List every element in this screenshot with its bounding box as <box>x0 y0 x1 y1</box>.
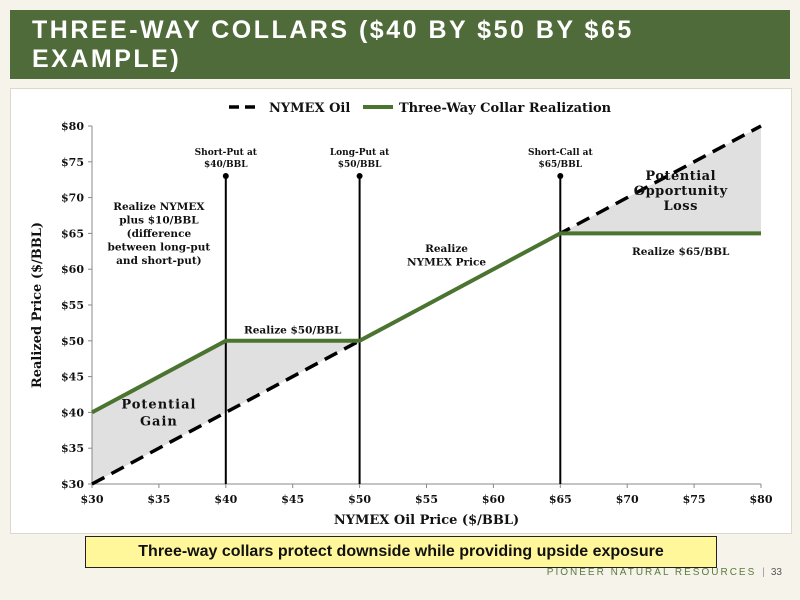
annotation-text: Loss <box>663 199 697 214</box>
strike-label: $50/BBL <box>338 160 382 170</box>
annotation-text: Potential <box>121 397 196 412</box>
strike-label: Short-Call at <box>528 148 593 158</box>
annotation-text: Realize $50/BBL <box>244 325 342 337</box>
legend-label-collar: Three-Way Collar Realization <box>399 101 612 116</box>
title-bar: THREE-WAY COLLARS ($40 BY $50 BY $65 EXA… <box>10 10 790 79</box>
x-axis-title: NYMEX Oil Price ($/BBL) <box>334 513 519 528</box>
chart-container: $30 $35 $40 $45 $50 $55 $60 $65 $70 $75 $80 $30 $35 $… <box>10 88 792 534</box>
annotation-text: (difference <box>127 228 192 240</box>
y-tick-label: $55 <box>61 299 84 312</box>
y-tick-label: $35 <box>61 442 84 455</box>
x-tick-label: $40 <box>214 493 237 506</box>
annotation-text: Opportunity <box>634 184 728 199</box>
x-tick-label: $75 <box>683 493 706 506</box>
x-tick-label: $80 <box>750 493 773 506</box>
y-axis-title: Realized Price ($/BBL) <box>30 222 45 388</box>
annotation-text: and short-put) <box>116 255 202 267</box>
company-name: PIONEER NATURAL RESOURCES <box>546 567 757 578</box>
x-tick-label: $70 <box>616 493 639 506</box>
annotation-text: Realize $65/BBL <box>632 246 730 258</box>
strike-marker-65 <box>557 173 564 179</box>
strike-label: Long-Put at <box>330 148 390 158</box>
annotation-text: Realize <box>425 243 468 255</box>
y-tick-label: $50 <box>61 335 84 348</box>
legend-label-nymex: NYMEX Oil <box>269 101 350 116</box>
x-tick-label: $55 <box>415 493 438 506</box>
strike-marker-50 <box>356 173 363 179</box>
footer-separator: | <box>762 567 765 578</box>
strike-label: $65/BBL <box>538 160 582 170</box>
x-tick-label: $65 <box>549 493 572 506</box>
x-tick-label: $60 <box>482 493 505 506</box>
strike-marker-40 <box>222 173 229 179</box>
y-tick-label: $65 <box>61 227 84 240</box>
page-number: 33 <box>770 567 782 578</box>
y-tick-label: $60 <box>61 263 84 276</box>
y-tick-label: $80 <box>61 120 84 133</box>
y-tick-label: $70 <box>61 192 84 205</box>
y-tick-label: $30 <box>61 478 84 491</box>
x-tick-label: $50 <box>348 493 371 506</box>
collar-chart: $30 $35 $40 $45 $50 $55 $60 $65 $70 $75 $80 $30 $35 $… <box>30 101 773 528</box>
y-tick-label: $45 <box>61 371 84 384</box>
series-three-way-collar <box>91 231 761 415</box>
summary-callout: Three-way collars protect downside while… <box>85 536 717 568</box>
y-tick-label: $40 <box>61 406 84 419</box>
footer: PIONEER NATURAL RESOURCES | 33 <box>547 567 782 578</box>
annotation-text: Potential <box>645 169 716 184</box>
annotation-text: Gain <box>140 414 178 429</box>
annotation-text: between long-put <box>108 242 211 254</box>
page-title: THREE-WAY COLLARS ($40 BY $50 BY $65 EXA… <box>32 15 634 73</box>
annotation-text: NYMEX Price <box>407 256 486 268</box>
x-tick-label: $45 <box>281 493 304 506</box>
strike-label: $40/BBL <box>204 160 248 170</box>
x-tick-label: $35 <box>147 493 170 506</box>
strike-label: Short-Put at <box>195 148 258 158</box>
x-tick-label: $30 <box>81 493 104 506</box>
annotation-text: plus $10/BBL <box>119 215 199 227</box>
annotation-text: Realize NYMEX <box>113 201 205 213</box>
y-tick-label: $75 <box>61 156 84 169</box>
